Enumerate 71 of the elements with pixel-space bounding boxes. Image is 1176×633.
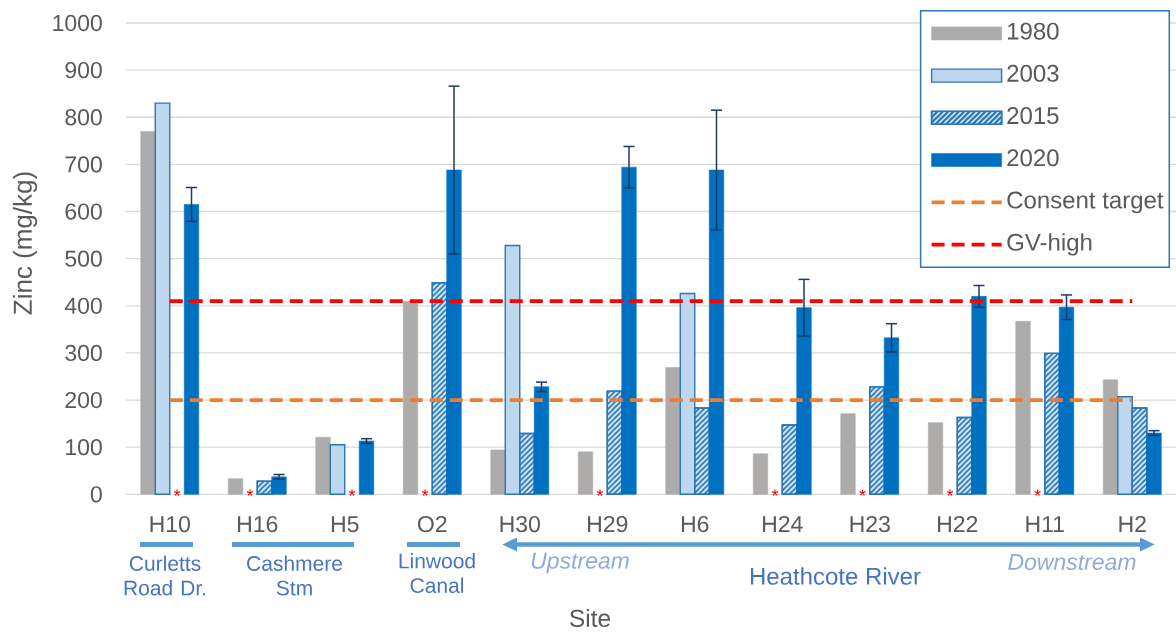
bar	[358, 440, 375, 495]
x-tick-label: H29	[588, 515, 628, 533]
annotation: *	[771, 489, 779, 496]
x-tick-label: H6	[681, 515, 709, 533]
x-tick-label: H10	[150, 515, 190, 533]
annotation: *	[246, 489, 254, 496]
legend-label: 1980	[1007, 22, 1059, 40]
legend-label: 2003	[1007, 64, 1059, 82]
bar	[329, 444, 346, 495]
legend-label: GV-high	[1007, 233, 1092, 256]
y-tick-label: 400	[64, 297, 102, 314]
text: Linwood Canal	[399, 553, 475, 593]
y-tick-label: 1000	[53, 14, 102, 32]
y-tick-label: 200	[65, 391, 102, 409]
bar	[927, 422, 944, 495]
text: Upstream	[531, 552, 629, 574]
x-tick-label: H30	[500, 515, 540, 533]
bar	[577, 451, 594, 495]
text: Downstream	[1008, 553, 1136, 571]
bar	[883, 337, 900, 495]
x-tick-label: H5	[331, 516, 359, 533]
x-tick-label: H23	[850, 515, 890, 533]
annotation: *	[596, 489, 604, 496]
bar	[971, 296, 987, 495]
annotation: *	[1034, 489, 1041, 496]
bar	[840, 413, 856, 495]
bar	[1015, 321, 1031, 495]
legend-label: 2015	[1007, 107, 1059, 125]
legend-label: Consent target	[1007, 191, 1164, 214]
bar	[183, 204, 200, 495]
bar	[665, 367, 681, 495]
annotation: *	[173, 489, 181, 496]
annotation: *	[348, 489, 356, 496]
y-tick-label: 700	[65, 156, 102, 173]
y-axis-title: Zinc (mg/kg)	[12, 172, 38, 315]
bar	[402, 301, 419, 495]
bar	[752, 453, 769, 495]
text: Cashmere Stm	[247, 555, 342, 596]
x-tick-label: O2	[418, 515, 447, 533]
annotation: *	[946, 489, 954, 496]
bar	[796, 307, 812, 495]
bar	[154, 102, 171, 495]
x-tick-label: H16	[238, 515, 278, 533]
bar	[1146, 432, 1162, 495]
y-tick-label: 300	[65, 344, 102, 362]
bar	[621, 166, 637, 495]
y-tick-label: 800	[65, 109, 102, 126]
x-tick-label: H2	[1119, 515, 1146, 532]
x-axis-title: Site	[569, 609, 611, 628]
y-tick-label: 600	[65, 203, 102, 220]
bar	[1058, 306, 1075, 495]
y-tick-label: 0	[90, 486, 102, 503]
bar	[490, 449, 506, 495]
x-tick-label: H11	[1026, 516, 1064, 532]
y-tick-label: 500	[65, 250, 102, 267]
bar	[315, 436, 331, 495]
bar	[140, 131, 156, 495]
bar	[227, 478, 244, 495]
y-tick-label: 100	[66, 439, 102, 456]
bar	[1102, 379, 1119, 495]
x-tick-label: H22	[938, 515, 978, 532]
x-tick-label: H24	[763, 515, 803, 532]
text: Curletts Road Dr.	[124, 555, 206, 596]
text: Heathcote River	[750, 567, 921, 585]
annotation: *	[421, 489, 429, 496]
y-tick-label: 900	[65, 61, 102, 79]
annotation: *	[859, 489, 866, 496]
bar	[708, 169, 725, 495]
bar	[533, 386, 550, 495]
bar	[446, 169, 462, 495]
legend-label: 2020	[1007, 149, 1059, 167]
